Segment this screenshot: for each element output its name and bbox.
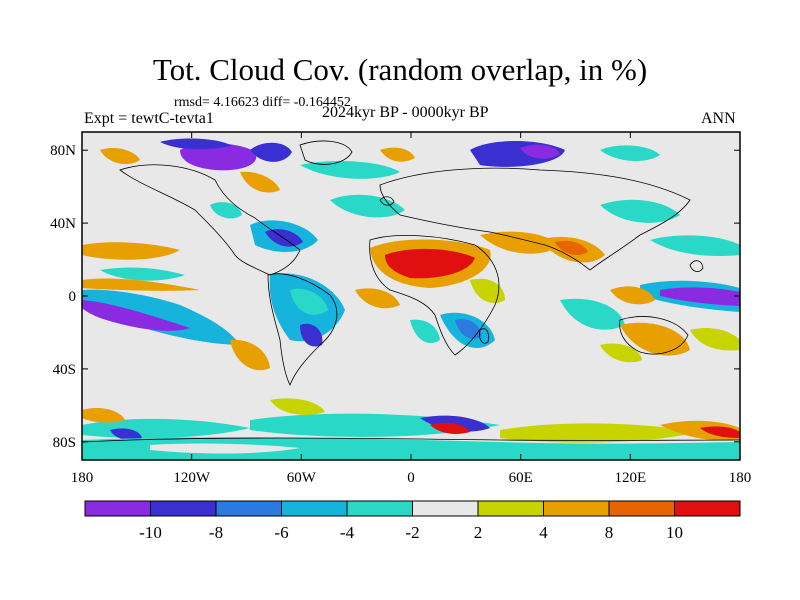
sahara-red (385, 248, 475, 279)
uk-coast (379, 196, 395, 206)
antarctica-neutral (150, 443, 300, 454)
amazon-teal (290, 288, 328, 315)
north-atlantic-teal (300, 160, 400, 179)
arctic-canada-negative (180, 143, 257, 171)
australia-coast (619, 316, 689, 355)
drake-yellow (270, 398, 325, 415)
colorbar-box (674, 500, 741, 517)
colorbar-box (477, 500, 544, 517)
colorbar-boxes (84, 500, 741, 517)
nw-pacific-teal (650, 235, 740, 257)
australia-orange (620, 322, 690, 356)
canada-blue (250, 142, 292, 162)
colorbar-label: -8 (209, 523, 223, 542)
lon-label: 60E (509, 470, 533, 486)
canada-orange (240, 171, 280, 193)
se-pacific-orange (230, 339, 270, 371)
n-america-blue (265, 229, 303, 247)
colorbar-box (215, 500, 282, 517)
colorbar-label: 2 (474, 523, 483, 542)
colorbar-box (412, 500, 479, 517)
n-pacific-orange (82, 242, 180, 260)
experiment-label: Expt = tewtC-tevta1 (84, 110, 214, 127)
indian-ocean-teal (560, 298, 625, 330)
colorbar-label: -6 (274, 523, 288, 542)
coastlines (82, 140, 740, 443)
gulf-guinea-orange (355, 288, 400, 309)
scandinavia-orange (380, 147, 415, 162)
india-dark-orange (555, 240, 588, 255)
eq-pacific-purple (82, 300, 190, 331)
colorbar-label: -10 (139, 523, 162, 542)
colorbar-label: -2 (405, 523, 419, 542)
colorbar-box (150, 500, 217, 517)
siberia-purple (520, 144, 560, 159)
south-africa-blue (455, 318, 482, 339)
lon-label: 0 (407, 470, 415, 486)
japan-coast (689, 260, 704, 272)
colorbar-label: 10 (666, 523, 683, 542)
colorbar-box (543, 500, 610, 517)
w-us-teal (210, 202, 242, 219)
lon-label: 180 (71, 470, 94, 486)
colorbar-label: 4 (539, 523, 548, 542)
lon-label: 180 (729, 470, 752, 486)
stats-readout: rmsd= 4.16623 diff= -0.164452 (174, 95, 351, 110)
colorbar-box (281, 500, 348, 517)
so-orange-west (82, 408, 125, 423)
lon-label: 120E (614, 470, 646, 486)
north-america-coast (119, 164, 301, 276)
lat-label: 0 (69, 289, 77, 305)
colorbar-box (84, 500, 151, 517)
alaska-orange (100, 148, 140, 165)
n-pacific-teal (100, 267, 185, 281)
so-blue (420, 415, 490, 432)
s-brazil-blue (300, 323, 323, 347)
africa-coast (369, 235, 500, 356)
east-africa-yellow (470, 278, 505, 304)
colorbar-label: 8 (605, 523, 614, 542)
colorbar-box (608, 500, 675, 517)
w-pacific-purple (660, 287, 740, 306)
lon-label: 120W (173, 470, 211, 486)
lat-label: 80N (50, 143, 76, 159)
lat-label: 40S (53, 362, 76, 378)
lon-label: 60W (287, 470, 317, 486)
colorbar-labels: -10 -8 -6 -4 -2 2 4 8 10 (139, 523, 683, 542)
antarctica-teal (82, 437, 740, 460)
arctic-blue (160, 138, 232, 150)
axis-ticks (81, 132, 741, 460)
season-label: ANN (701, 110, 736, 127)
east-siberia-teal (600, 145, 660, 162)
so-yellow-east (500, 423, 700, 443)
n-eq-pacific-orange (82, 278, 200, 291)
antarctica-coast (82, 437, 740, 443)
colorbar-box (346, 500, 413, 517)
lat-label: 40N (50, 216, 76, 232)
sw-africa-teal (410, 319, 440, 344)
arabia-orange (480, 231, 560, 254)
period-label: 2024kyr BP - 0000kyr BP (322, 104, 489, 121)
so-red (430, 422, 470, 434)
map-title: Tot. Cloud Cov. (random overlap, in %) (152, 52, 648, 87)
latitude-labels: 80N 40N 0 40S 80S (50, 143, 76, 451)
eq-pacific-cyan (82, 289, 240, 345)
east-asia-teal (600, 199, 680, 223)
indonesia-orange (610, 286, 655, 305)
lat-label: 80S (53, 435, 76, 451)
south-america-coast (267, 273, 338, 386)
madagascar-coast (479, 328, 489, 344)
eurasia-coast (379, 167, 691, 271)
so-red-east (700, 426, 740, 438)
so-blue-west (110, 428, 142, 440)
sw-pacific-yellow (690, 328, 740, 351)
anomaly-field (82, 132, 740, 460)
colorbar-label: -4 (340, 523, 355, 542)
longitude-labels: 180 120W 60W 0 60E 120E 180 (71, 470, 752, 486)
s-australia-yellow (600, 343, 642, 363)
greenland-coast (299, 140, 353, 165)
